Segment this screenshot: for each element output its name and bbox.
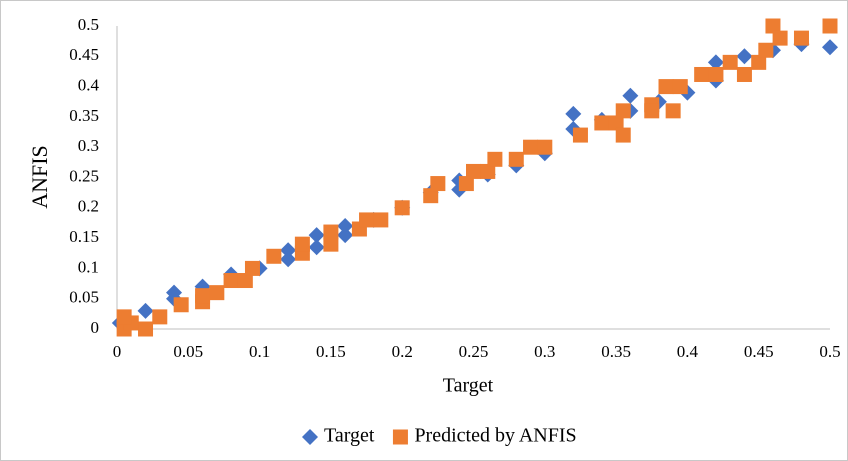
point xyxy=(736,66,752,82)
y-tick-label: 0.25 xyxy=(69,166,99,185)
point xyxy=(694,66,710,82)
x-tick-label: 0.05 xyxy=(173,342,203,361)
point xyxy=(665,103,681,119)
point xyxy=(822,39,838,56)
point xyxy=(615,103,631,119)
point xyxy=(116,309,132,325)
point xyxy=(751,54,767,70)
point xyxy=(594,115,610,131)
y-tick-label: 0.45 xyxy=(69,45,99,64)
point xyxy=(708,66,724,82)
point xyxy=(608,115,624,131)
point xyxy=(394,200,410,216)
legend-marker xyxy=(302,429,318,445)
x-tick-label: 0.15 xyxy=(316,342,346,361)
x-tick-label: 0.5 xyxy=(819,342,840,361)
point xyxy=(209,285,225,301)
y-tick-label: 0.05 xyxy=(69,288,99,307)
point xyxy=(237,273,253,289)
y-tick-label: 0.4 xyxy=(78,76,100,95)
point xyxy=(480,163,496,179)
point xyxy=(722,54,738,70)
point xyxy=(359,212,375,228)
point xyxy=(430,176,446,192)
y-tick-label: 0.35 xyxy=(69,106,99,125)
point xyxy=(308,227,325,244)
point xyxy=(537,139,553,155)
point xyxy=(487,151,503,167)
point xyxy=(622,87,639,104)
point xyxy=(736,48,753,65)
point xyxy=(244,260,260,276)
point xyxy=(523,139,539,155)
point xyxy=(765,18,781,34)
point xyxy=(280,251,297,268)
y-tick-label: 0.1 xyxy=(78,257,99,276)
point xyxy=(195,288,211,304)
point xyxy=(772,30,788,46)
x-tick-label: 0.3 xyxy=(534,342,555,361)
point xyxy=(266,248,282,264)
point xyxy=(658,79,674,95)
point xyxy=(793,30,809,46)
point xyxy=(458,176,474,192)
point xyxy=(323,224,339,240)
point xyxy=(223,273,239,289)
y-tick-label: 0.15 xyxy=(69,227,99,246)
point xyxy=(373,212,389,228)
point xyxy=(152,309,168,325)
point xyxy=(672,79,688,95)
point xyxy=(822,18,838,34)
point xyxy=(466,163,481,179)
y-axis-title: ANFIS xyxy=(27,145,52,209)
y-tick-label: 0 xyxy=(91,318,100,337)
point xyxy=(138,321,154,337)
y-tick-label: 0.3 xyxy=(78,136,99,155)
point xyxy=(615,127,631,143)
point xyxy=(308,239,325,256)
point xyxy=(337,227,354,244)
x-tick-label: 0.45 xyxy=(744,342,774,361)
x-tick-label: 0 xyxy=(113,342,122,361)
point xyxy=(337,217,354,234)
point xyxy=(323,236,339,252)
x-tick-label: 0.35 xyxy=(601,342,631,361)
y-tick-label: 0.2 xyxy=(78,197,99,216)
point xyxy=(137,302,154,319)
point xyxy=(572,127,588,143)
point xyxy=(644,103,660,119)
x-tick-label: 0.25 xyxy=(459,342,489,361)
point xyxy=(565,105,582,122)
x-tick-label: 0.1 xyxy=(249,342,270,361)
point xyxy=(173,297,189,313)
legend-marker xyxy=(392,429,408,445)
point xyxy=(508,151,524,167)
x-tick-label: 0.2 xyxy=(392,342,413,361)
point xyxy=(294,236,310,252)
legend-label: Predicted by ANFIS xyxy=(414,425,576,447)
y-tick-label: 0.5 xyxy=(78,15,99,34)
x-tick-label: 0.4 xyxy=(677,342,699,361)
point xyxy=(280,242,297,259)
legend-label: Target xyxy=(324,425,375,447)
point xyxy=(423,188,439,204)
point xyxy=(758,42,774,58)
x-axis-title: Target xyxy=(443,375,494,397)
point xyxy=(707,54,724,71)
